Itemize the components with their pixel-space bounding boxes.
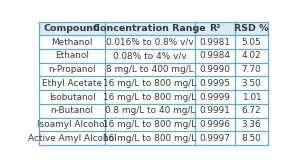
Text: 8 mg/L to 400 mg/L: 8 mg/L to 400 mg/L	[106, 65, 194, 74]
Text: 1.01: 1.01	[242, 93, 261, 101]
Text: Ethyl Acetate: Ethyl Acetate	[42, 79, 102, 88]
Text: 3.50: 3.50	[242, 79, 261, 88]
Text: 0.9990: 0.9990	[200, 65, 230, 74]
Text: 0.9997: 0.9997	[200, 134, 230, 143]
Text: RSD %: RSD %	[234, 24, 269, 33]
Text: Active Amyl Alcohol: Active Amyl Alcohol	[28, 134, 116, 143]
Text: 0.9981: 0.9981	[200, 38, 230, 47]
Text: 16 mg/L to 800 mg/L: 16 mg/L to 800 mg/L	[103, 79, 196, 88]
Text: 4.02: 4.02	[242, 51, 261, 60]
Text: Concentration Range: Concentration Range	[93, 24, 206, 33]
Text: 7.70: 7.70	[242, 65, 261, 74]
Text: Compound: Compound	[44, 24, 100, 33]
Text: 3.36: 3.36	[242, 120, 261, 129]
Text: 0.9996: 0.9996	[200, 120, 230, 129]
Text: 5.05: 5.05	[242, 38, 261, 47]
Text: 0.9995: 0.9995	[200, 79, 230, 88]
Text: Methanol: Methanol	[51, 38, 93, 47]
Text: 16 mg/L to 800 mg/L: 16 mg/L to 800 mg/L	[103, 134, 196, 143]
Text: n-Butanol: n-Butanol	[50, 106, 93, 115]
Text: 6.72: 6.72	[242, 106, 261, 115]
Text: 0.9991: 0.9991	[200, 106, 230, 115]
Text: Isoamyl Alcohol: Isoamyl Alcohol	[37, 120, 107, 129]
Text: 16 mg/L to 800 mg/L: 16 mg/L to 800 mg/L	[103, 93, 196, 101]
Text: 0.9999: 0.9999	[200, 93, 230, 101]
Text: 0.9984: 0.9984	[200, 51, 230, 60]
Text: 16 mg/L to 800 mg/L: 16 mg/L to 800 mg/L	[103, 120, 196, 129]
Text: 8.50: 8.50	[242, 134, 261, 143]
Text: n-Propanol: n-Propanol	[48, 65, 96, 74]
Text: 0.8 mg/L to 40 mg/L: 0.8 mg/L to 40 mg/L	[105, 106, 195, 115]
Text: Isobutanol: Isobutanol	[49, 93, 95, 101]
Text: 0.016% to 0.8% v/v: 0.016% to 0.8% v/v	[106, 38, 194, 47]
Text: R²: R²	[209, 24, 220, 33]
Text: 0.08% to 4% v/v: 0.08% to 4% v/v	[113, 51, 187, 60]
Text: Ethanol: Ethanol	[55, 51, 89, 60]
